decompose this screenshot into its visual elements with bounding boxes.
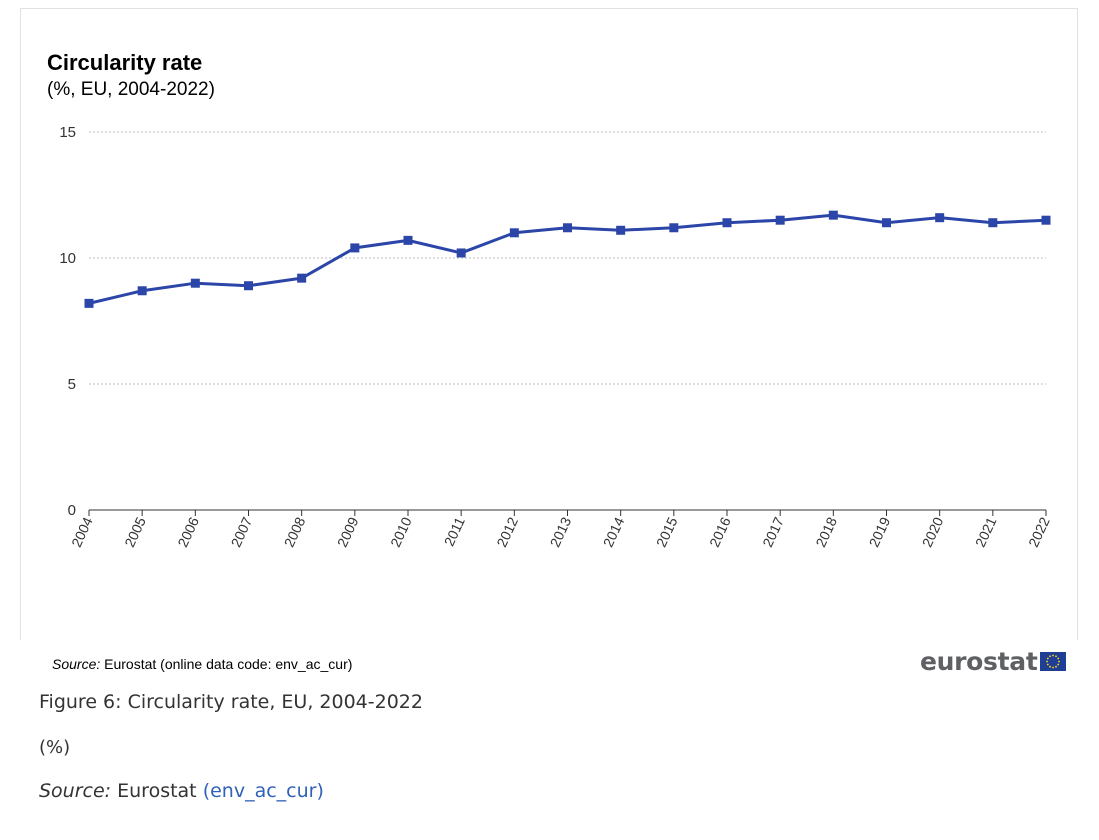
x-tick-2004: 2004 bbox=[68, 514, 96, 549]
data-point-2017[interactable] bbox=[775, 215, 785, 225]
grid-lines bbox=[89, 131, 1046, 385]
flag-star bbox=[1056, 663, 1059, 665]
figure-frame bbox=[20, 8, 1078, 640]
figure-source-org: Eurostat bbox=[117, 780, 197, 802]
env-ac-cur-link[interactable]: (env_ac_cur) bbox=[202, 780, 324, 802]
flag-star bbox=[1051, 666, 1054, 668]
y-tick-10: 10 bbox=[59, 250, 76, 267]
flag-star bbox=[1046, 663, 1049, 665]
x-tick-2021: 2021 bbox=[972, 514, 1000, 549]
figure-caption: Figure 6: Circularity rate, EU, 2004-202… bbox=[39, 691, 423, 713]
data-point-2021[interactable] bbox=[988, 218, 998, 228]
flag-star bbox=[1056, 657, 1059, 659]
x-tick-2022: 2022 bbox=[1025, 514, 1053, 549]
y-tick-5: 5 bbox=[68, 376, 76, 393]
data-point-2004[interactable] bbox=[84, 298, 94, 308]
y-tick-0: 0 bbox=[68, 502, 76, 519]
data-point-2012[interactable] bbox=[509, 228, 519, 238]
figure-source-label: Source: bbox=[39, 780, 112, 802]
data-point-2009[interactable] bbox=[350, 243, 360, 253]
data-point-2006[interactable] bbox=[190, 278, 200, 288]
y-tick-labels: 0 5 10 15 bbox=[59, 124, 76, 519]
flag-star bbox=[1045, 660, 1048, 662]
chart-source-note: Source: Eurostat (online data code: env_… bbox=[52, 656, 352, 672]
data-point-2010[interactable] bbox=[403, 235, 413, 245]
x-tick-2018: 2018 bbox=[812, 514, 840, 549]
x-tick-2007: 2007 bbox=[228, 514, 256, 549]
x-tick-2014: 2014 bbox=[600, 514, 628, 549]
flag-star bbox=[1048, 665, 1051, 668]
data-point-2005[interactable] bbox=[137, 286, 147, 296]
flag-star bbox=[1057, 660, 1060, 662]
data-point-2020[interactable] bbox=[935, 213, 945, 223]
x-tick-2005: 2005 bbox=[121, 514, 149, 549]
source-label: Source: bbox=[52, 656, 101, 672]
x-tick-2012: 2012 bbox=[493, 514, 521, 549]
eu-flag-icon bbox=[1039, 651, 1066, 671]
data-point-2013[interactable] bbox=[563, 223, 572, 233]
data-point-2015[interactable] bbox=[669, 223, 679, 233]
flag-star bbox=[1054, 654, 1057, 657]
eurostat-logo: eurostat bbox=[920, 646, 1066, 676]
flag-star bbox=[1051, 654, 1054, 656]
data-point-2008[interactable] bbox=[297, 273, 307, 283]
x-tick-2016: 2016 bbox=[706, 514, 734, 549]
x-tick-2008: 2008 bbox=[281, 514, 309, 549]
x-tick-2010: 2010 bbox=[387, 514, 415, 549]
figure-source: Source: Eurostat (env_ac_cur) bbox=[39, 780, 324, 802]
axes bbox=[88, 509, 1047, 516]
data-point-2016[interactable] bbox=[722, 218, 732, 228]
logo-wordmark: eurostat bbox=[920, 646, 1038, 676]
y-tick-15: 15 bbox=[59, 124, 76, 141]
x-tick-2019: 2019 bbox=[866, 514, 894, 549]
data-point-2007[interactable] bbox=[244, 281, 253, 291]
flag-star bbox=[1054, 665, 1057, 668]
x-tick-2009: 2009 bbox=[334, 514, 362, 549]
data-point-2014[interactable] bbox=[616, 225, 626, 235]
chart-title: Circularity rate bbox=[47, 50, 203, 75]
x-tick-2020: 2020 bbox=[919, 514, 947, 549]
data-point-2022[interactable] bbox=[1041, 215, 1051, 225]
flag-star bbox=[1046, 657, 1049, 659]
x-tick-2011: 2011 bbox=[441, 514, 468, 548]
figure-unit: (%) bbox=[39, 737, 71, 758]
x-tick-2015: 2015 bbox=[653, 514, 681, 549]
x-tick-labels: 2004 2005 2006 2007 2008 2009 2010 2011 2012 2013… bbox=[68, 514, 1053, 549]
data-point-2019[interactable] bbox=[882, 218, 891, 228]
x-tick-2013: 2013 bbox=[547, 514, 575, 549]
flag-star bbox=[1048, 654, 1051, 657]
x-tick-2006: 2006 bbox=[174, 514, 202, 549]
data-series bbox=[84, 210, 1051, 308]
chart-subtitle: (%, EU, 2004-2022) bbox=[47, 79, 215, 100]
x-tick-2017: 2017 bbox=[759, 514, 787, 549]
source-text: Eurostat (online data code: env_ac_cur) bbox=[104, 656, 353, 672]
data-point-2011[interactable] bbox=[456, 248, 466, 258]
data-point-2018[interactable] bbox=[828, 210, 838, 220]
